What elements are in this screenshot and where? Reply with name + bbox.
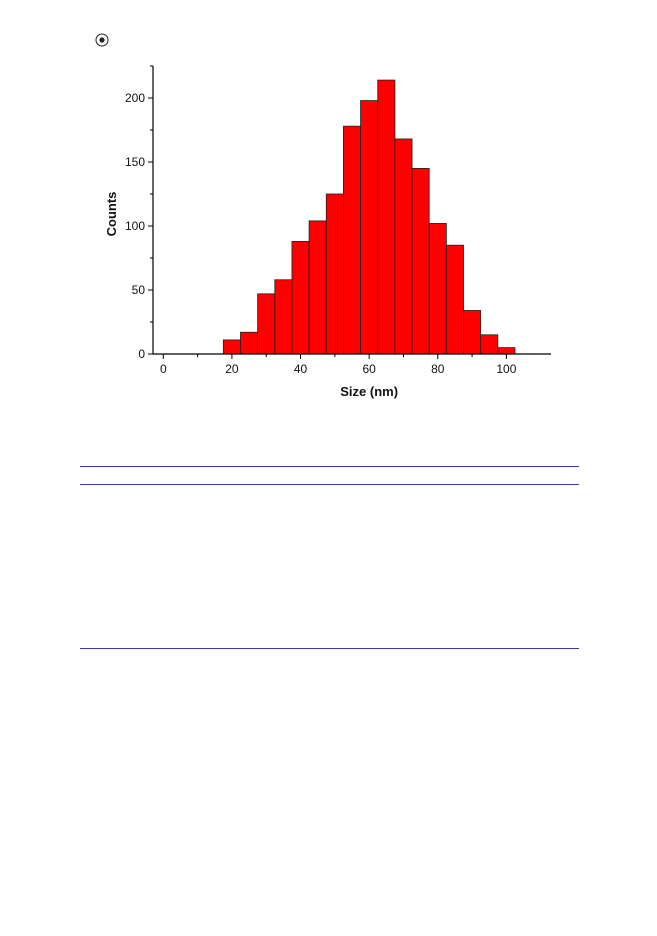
x-tick-label: 100 (496, 362, 516, 376)
x-tick-label: 80 (431, 362, 445, 376)
x-tick-label: 60 (362, 362, 376, 376)
x-tick-label: 40 (294, 362, 308, 376)
histogram-bar (377, 79, 396, 355)
bars-group (222, 79, 516, 355)
axes-group (152, 66, 551, 355)
histogram-bar (222, 339, 241, 355)
histogram-bar (428, 223, 447, 355)
y-tick-label: 0 (138, 347, 145, 361)
histogram-bar (394, 138, 413, 355)
histogram-bar (308, 220, 327, 355)
histogram-bar (497, 347, 516, 355)
histogram-bar (463, 310, 482, 355)
y-axis-label: Counts (104, 192, 119, 237)
histogram-bar (411, 167, 430, 355)
divider-rule (80, 648, 579, 649)
histogram-bar (343, 125, 361, 355)
y-tick-label: 100 (125, 219, 145, 233)
divider-rule (80, 466, 579, 467)
y-tick-label: 50 (132, 283, 146, 297)
histogram-bar (274, 279, 293, 355)
y-tick-label: 200 (125, 91, 145, 105)
x-tick-label: 0 (160, 362, 167, 376)
x-tick-label: 20 (225, 362, 239, 376)
histogram-bar (445, 244, 464, 355)
y-ticks-group: 0 50 100 150 200 (125, 65, 153, 361)
chart-svg: 0 20 40 60 80 100 0 50 100 150 200 Size (nm) Coun… (104, 65, 551, 399)
histogram-bar (240, 331, 259, 355)
radio-button-icon (95, 33, 109, 47)
histogram-bar (360, 100, 379, 355)
histogram-chart: 0 20 40 60 80 100 0 50 100 150 200 Size (nm) Coun… (0, 0, 657, 420)
histogram-bar (257, 293, 276, 355)
histogram-bar (291, 240, 310, 355)
histogram-bar (480, 334, 499, 355)
divider-rule (80, 484, 579, 485)
histogram-bar (325, 193, 344, 355)
y-tick-label: 150 (125, 155, 145, 169)
x-ticks-group: 0 20 40 60 80 100 (160, 354, 517, 376)
x-axis-label: Size (nm) (340, 384, 398, 399)
